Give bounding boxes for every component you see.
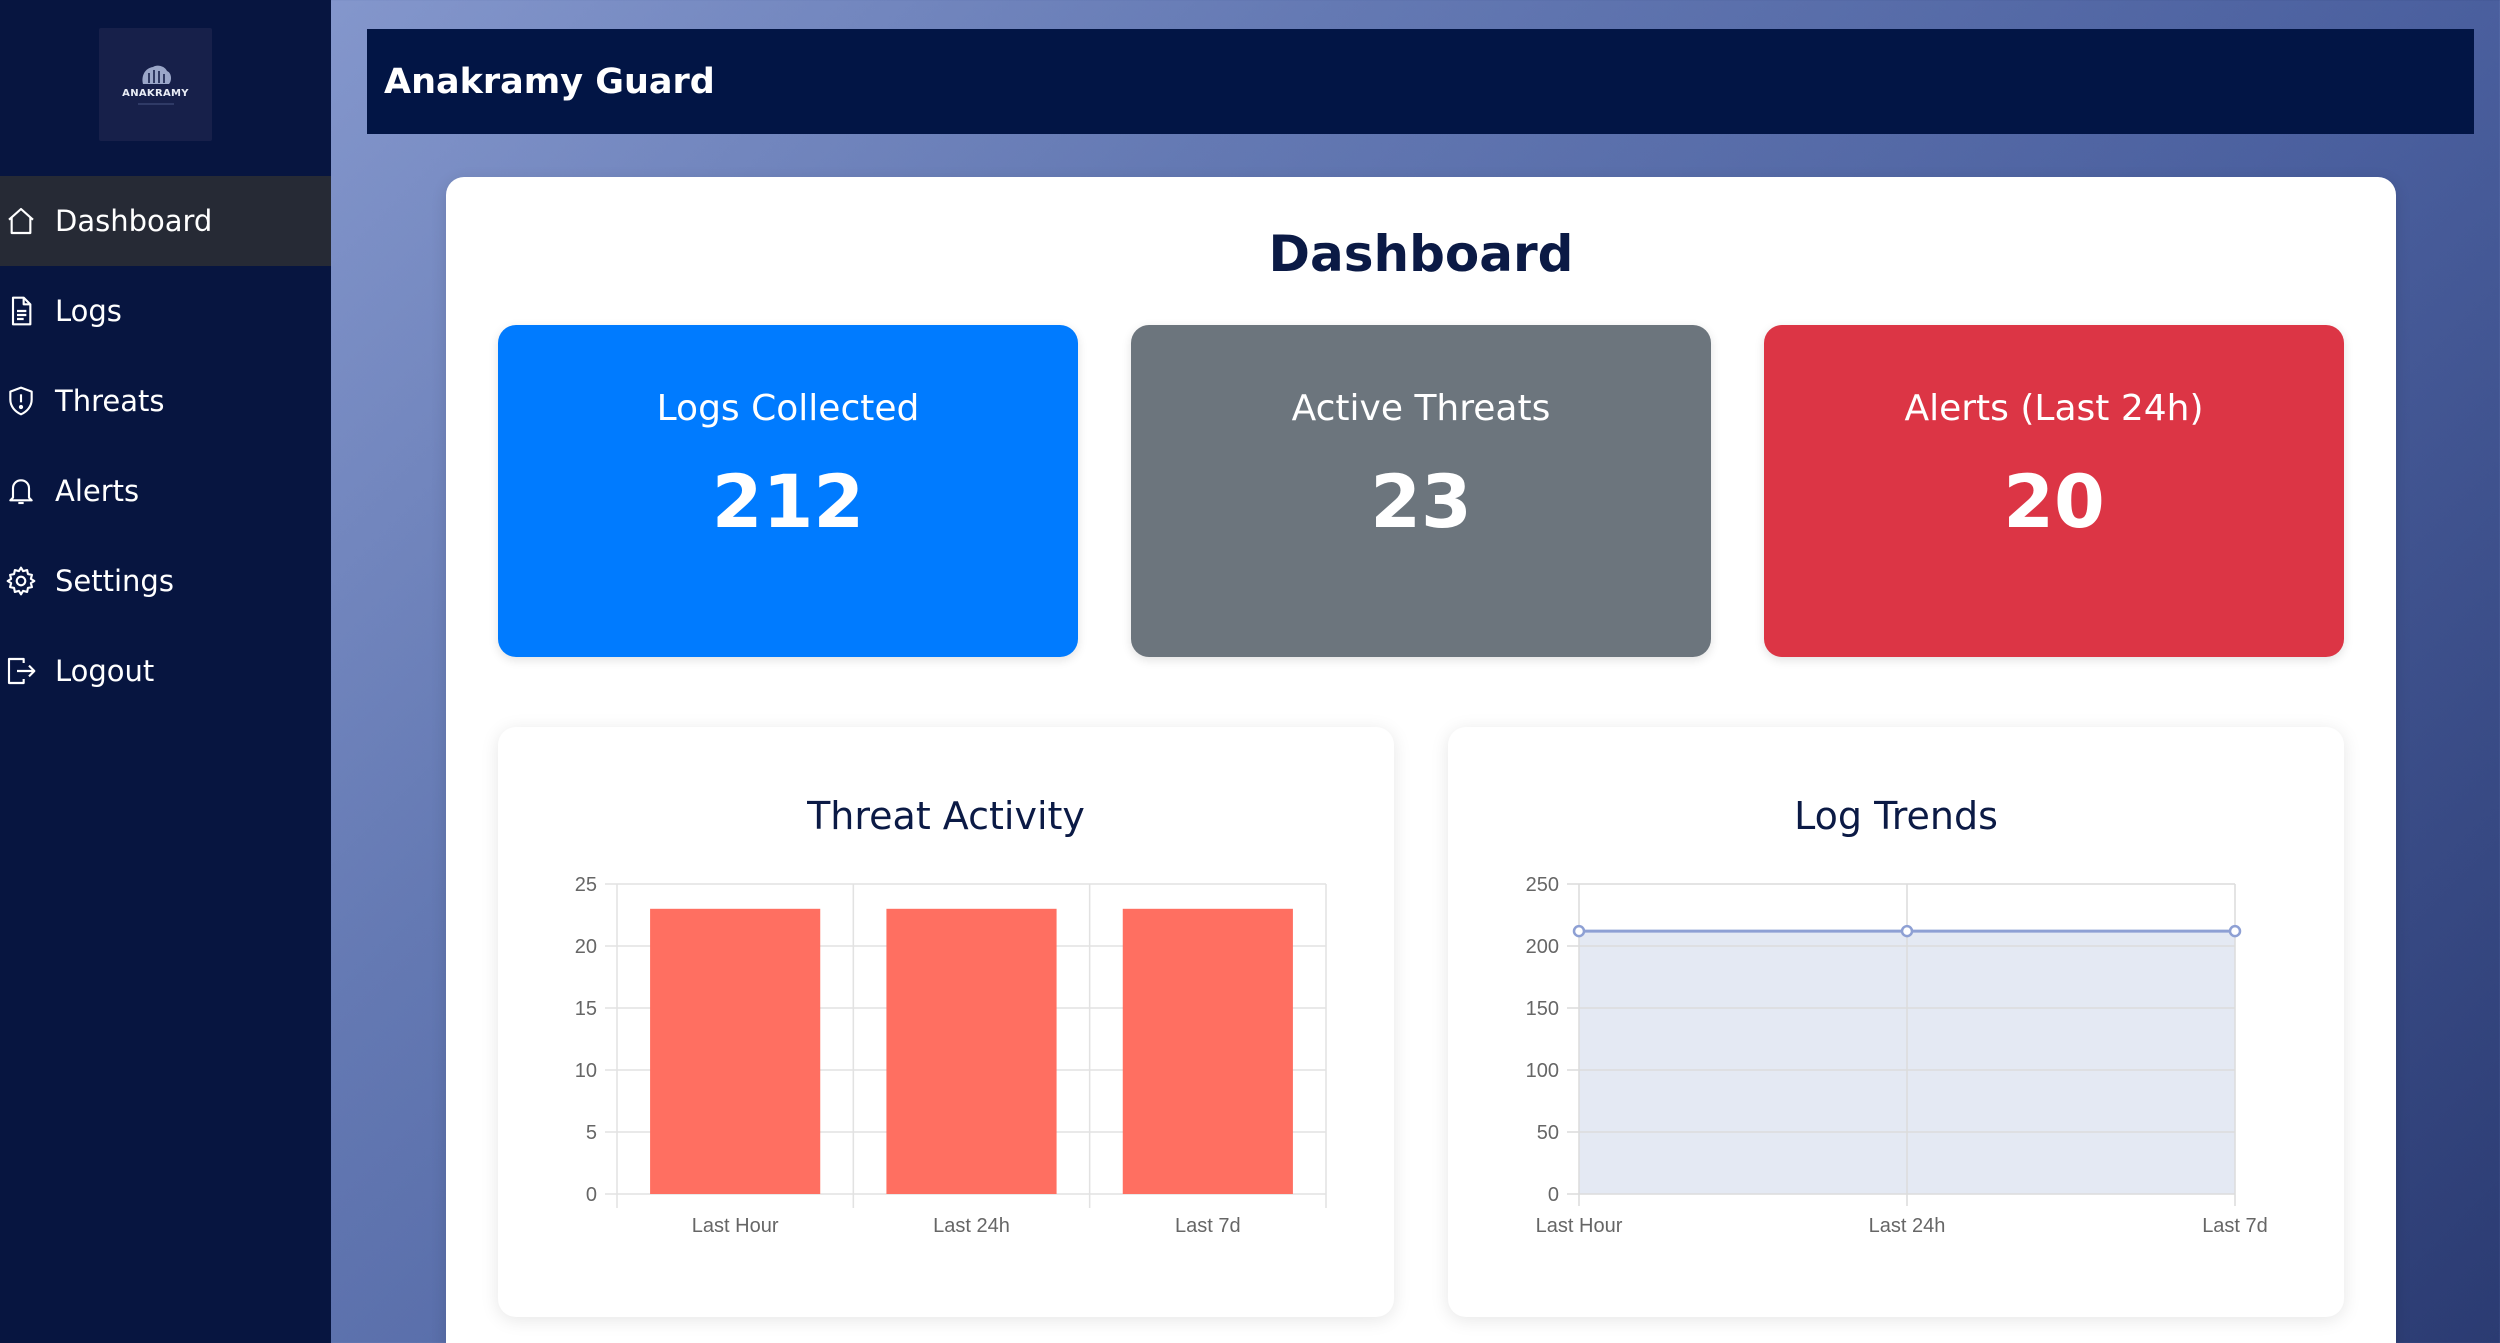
sidebar: ANAKRAMY Dashboard Logs <box>0 0 331 1343</box>
log-trends-card: Log Trends 0 50 100 150 200 250 Last Hour Last … <box>1448 727 2344 1317</box>
x-tick-label: Last 7d <box>2202 1215 2268 1237</box>
y-tick-label: 50 <box>1537 1122 1559 1144</box>
stat-label: Active Threats <box>1291 388 1551 429</box>
y-tick-label: 0 <box>1548 1184 1559 1206</box>
brain-logo-icon <box>141 65 171 84</box>
data-point <box>1900 924 1914 938</box>
home-icon <box>0 205 55 237</box>
stat-label: Logs Collected <box>656 388 920 429</box>
sidebar-item-label: Alerts <box>55 474 140 508</box>
y-tick-label: 150 <box>1526 998 1559 1020</box>
data-point <box>2228 924 2242 938</box>
sidebar-nav: Dashboard Logs Threats <box>0 176 331 716</box>
sidebar-item-settings[interactable]: Settings <box>0 536 331 626</box>
stat-value: 212 <box>711 460 865 545</box>
bar <box>1122 908 1293 1194</box>
stat-card-logs-collected[interactable]: Logs Collected 212 <box>498 325 1078 657</box>
logo-text: ANAKRAMY <box>122 88 189 99</box>
stat-card-active-threats[interactable]: Active Threats 23 <box>1131 325 1711 657</box>
bar <box>650 908 821 1194</box>
sidebar-item-label: Logs <box>55 294 122 328</box>
sidebar-item-label: Threats <box>55 384 165 418</box>
y-tick-label: 10 <box>575 1060 597 1082</box>
data-point <box>1572 924 1586 938</box>
sidebar-item-logs[interactable]: Logs <box>0 266 331 356</box>
stat-value: 23 <box>1370 460 1472 545</box>
y-tick-label: 25 <box>575 874 597 896</box>
sidebar-item-logout[interactable]: Logout <box>0 626 331 716</box>
sidebar-item-threats[interactable]: Threats <box>0 356 331 446</box>
y-tick-label: 20 <box>575 936 597 958</box>
y-tick-label: 15 <box>575 998 597 1020</box>
dashboard-panel: Dashboard Logs Collected 212 Active Thre… <box>446 177 2396 1343</box>
x-tick-label: Last 24h <box>1869 1215 1946 1237</box>
sidebar-item-label: Logout <box>55 654 155 688</box>
y-tick-label: 250 <box>1526 874 1559 896</box>
x-tick-label: Last 7d <box>1175 1215 1241 1237</box>
logout-icon <box>0 655 55 687</box>
x-tick-label: Last Hour <box>1536 1215 1623 1237</box>
threat-activity-chart: 0 5 10 15 20 25 Last Hour Last 24h Last 7d <box>575 874 1327 1237</box>
document-icon <box>0 295 55 327</box>
sidebar-item-label: Dashboard <box>55 204 213 238</box>
log-trends-chart: 0 50 100 150 200 250 Last Hour Last 24h Last 7d <box>1526 874 2268 1237</box>
bell-icon <box>0 475 55 507</box>
bar <box>886 908 1057 1194</box>
app-title: Anakramy Guard <box>384 61 715 102</box>
sidebar-item-alerts[interactable]: Alerts <box>0 446 331 536</box>
y-tick-label: 5 <box>586 1122 597 1144</box>
x-tick-label: Last Hour <box>692 1215 779 1237</box>
gear-icon <box>0 565 55 597</box>
x-tick-label: Last 24h <box>933 1215 1010 1237</box>
app-logo: ANAKRAMY <box>99 28 212 141</box>
stat-card-alerts[interactable]: Alerts (Last 24h) 20 <box>1764 325 2344 657</box>
stat-label: Alerts (Last 24h) <box>1904 388 2204 429</box>
y-tick-label: 0 <box>586 1184 597 1206</box>
page-title: Dashboard <box>1268 225 1574 283</box>
top-bar: Anakramy Guard <box>367 29 2474 134</box>
y-tick-label: 100 <box>1526 1060 1559 1082</box>
logo-underline <box>137 103 174 105</box>
stat-value: 20 <box>2003 460 2105 545</box>
y-tick-label: 200 <box>1526 936 1559 958</box>
chart-title: Log Trends <box>1794 794 1998 838</box>
chart-title: Threat Activity <box>807 794 1085 838</box>
sidebar-item-label: Settings <box>55 564 174 598</box>
sidebar-item-dashboard[interactable]: Dashboard <box>0 176 331 266</box>
shield-icon <box>0 385 55 417</box>
threat-activity-card: Threat Activity 0 5 10 15 20 25 Last Hour Last … <box>498 727 1394 1317</box>
